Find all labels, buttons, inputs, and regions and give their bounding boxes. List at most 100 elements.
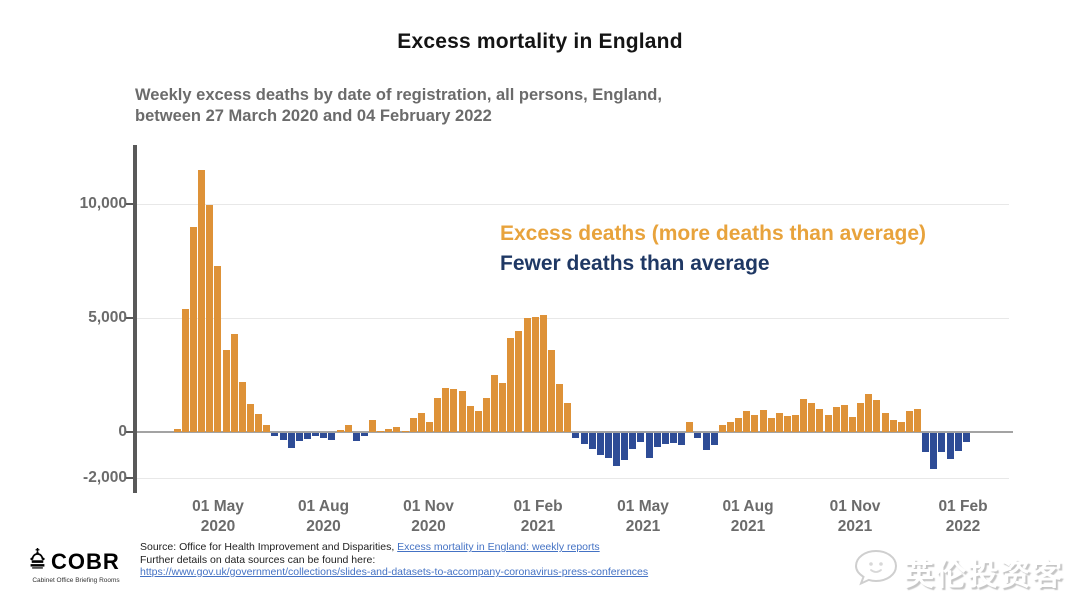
deficit-bar-week-93: [922, 433, 930, 453]
excess-bar-week-83: [840, 404, 848, 432]
deficit-bar-week-65: [694, 433, 702, 438]
excess-bar-week-78: [800, 398, 808, 432]
excess-bar-week-37: [466, 406, 474, 432]
y-tick-label: -2,000: [83, 468, 127, 486]
excess-bar-week-5: [206, 205, 214, 432]
deficit-bar-week-19: [320, 433, 328, 438]
details-text: Further details on data sources can be f…: [140, 553, 376, 566]
deficit-bar-week-95: [938, 433, 946, 453]
excess-bar-week-76: [783, 416, 791, 432]
deficit-bar-week-13: [271, 433, 279, 437]
excess-bar-week-3: [190, 226, 198, 432]
watermark-text: 英伦投资客: [904, 559, 1064, 592]
source-text: Source: Office for Health Improvement an…: [140, 541, 398, 553]
deficit-bar-week-16: [295, 433, 303, 441]
deficit-bar-week-54: [604, 433, 612, 459]
deficit-bar-week-52: [588, 433, 596, 449]
x-tick-label: 01 Feb 2021: [513, 498, 563, 535]
deficit-bar-week-66: [702, 433, 710, 451]
excess-bar-week-82: [832, 407, 840, 432]
deficit-bar-week-63: [678, 433, 686, 445]
deficit-bar-week-96: [946, 433, 954, 460]
excess-bar-week-1: [173, 428, 181, 432]
excess-bar-week-81: [824, 414, 832, 432]
deficit-bar-week-97: [954, 433, 962, 452]
excess-bar-week-21: [336, 429, 344, 432]
deficit-bar-week-61: [661, 433, 669, 445]
x-tick-label: 01 Feb 2022: [938, 498, 988, 535]
excess-bar-week-34: [442, 387, 450, 432]
cobr-logo-subtext: Cabinet Office Briefing Rooms: [32, 577, 120, 584]
x-tick-label: 01 Aug 2021: [722, 498, 774, 535]
gov-uk-collections-link[interactable]: https://www.gov.uk/government/collection…: [140, 566, 649, 578]
excess-bar-week-91: [905, 411, 913, 432]
deficit-bar-week-94: [930, 433, 938, 470]
legend-fewer-label: Fewer deaths than average: [500, 252, 770, 275]
deficit-bar-week-56: [621, 433, 629, 461]
y-tick-mark: [126, 317, 133, 319]
excess-bar-week-49: [564, 403, 572, 432]
y-tick-mark: [126, 203, 133, 205]
excess-bar-week-44: [523, 317, 531, 432]
excess-bar-week-30: [409, 418, 417, 432]
excess-bar-week-10: [247, 403, 254, 432]
x-tick-label: 01 May 2021: [617, 498, 669, 535]
excess-bar-week-92: [914, 409, 922, 432]
excess-bar-week-45: [531, 317, 539, 432]
excess-bar-week-89: [889, 420, 897, 432]
excess-bar-week-7: [222, 349, 230, 432]
excess-bar-week-26: [377, 430, 385, 432]
chart-subtitle: Weekly excess deaths by date of registra…: [135, 86, 662, 125]
excess-bar-week-22: [344, 425, 352, 432]
deficit-bar-week-58: [637, 433, 645, 443]
excess-bar-week-46: [539, 315, 547, 432]
excess-bar-week-31: [417, 413, 425, 432]
excess-bar-week-40: [491, 375, 499, 432]
x-tick-label: 01 Nov 2020: [403, 498, 454, 535]
y-axis-line: [133, 145, 137, 493]
excess-bar-week-11: [255, 413, 263, 432]
deficit-bar-week-15: [287, 433, 295, 448]
gridline: [137, 204, 1009, 205]
excess-bar-week-80: [816, 409, 824, 432]
source-block: Source: Office for Health Improvement an…: [140, 541, 648, 579]
gridline: [137, 318, 1009, 319]
y-tick-label: 0: [118, 423, 127, 440]
excess-bar-week-64: [686, 422, 694, 432]
y-tick-label: 5,000: [88, 309, 127, 326]
excess-bar-week-35: [450, 389, 458, 432]
deficit-bar-week-50: [572, 433, 580, 438]
excess-bar-week-73: [759, 410, 767, 432]
excess-bar-week-4: [198, 169, 206, 432]
watermark: 英伦投资客: [852, 549, 1064, 595]
deficit-bar-week-60: [653, 433, 661, 447]
excess-bar-week-42: [507, 338, 515, 432]
deficit-bar-week-14: [279, 433, 287, 440]
excess-bar-week-88: [881, 413, 889, 432]
crown-icon: [28, 548, 47, 576]
weekly-reports-link[interactable]: Excess mortality in England: weekly repo…: [397, 541, 600, 553]
deficit-bar-week-98: [962, 433, 970, 443]
excess-bar-week-12: [263, 425, 271, 432]
deficit-bar-week-51: [580, 433, 588, 445]
deficit-bar-week-53: [596, 433, 604, 455]
y-tick-mark: [126, 476, 133, 479]
deficit-bar-week-18: [312, 433, 320, 437]
cobr-logo: COBR Cabinet Office Briefing Rooms: [28, 548, 128, 584]
excess-bar-week-72: [751, 414, 759, 432]
excess-bar-week-28: [393, 426, 401, 432]
deficit-bar-week-17: [303, 433, 311, 439]
deficit-bar-week-23: [352, 433, 360, 442]
excess-bar-week-38: [474, 411, 482, 432]
y-tick-label: 10,000: [79, 195, 127, 212]
excess-bar-week-43: [515, 330, 523, 432]
excess-bar-week-70: [735, 418, 743, 432]
excess-bar-week-2: [181, 308, 189, 432]
cobr-logo-text: COBR: [51, 549, 120, 574]
deficit-bar-week-20: [328, 433, 336, 440]
excess-bar-week-36: [458, 390, 466, 432]
excess-bar-week-86: [865, 393, 873, 432]
excess-bar-week-68: [718, 425, 726, 432]
y-tick-mark: [126, 431, 133, 433]
